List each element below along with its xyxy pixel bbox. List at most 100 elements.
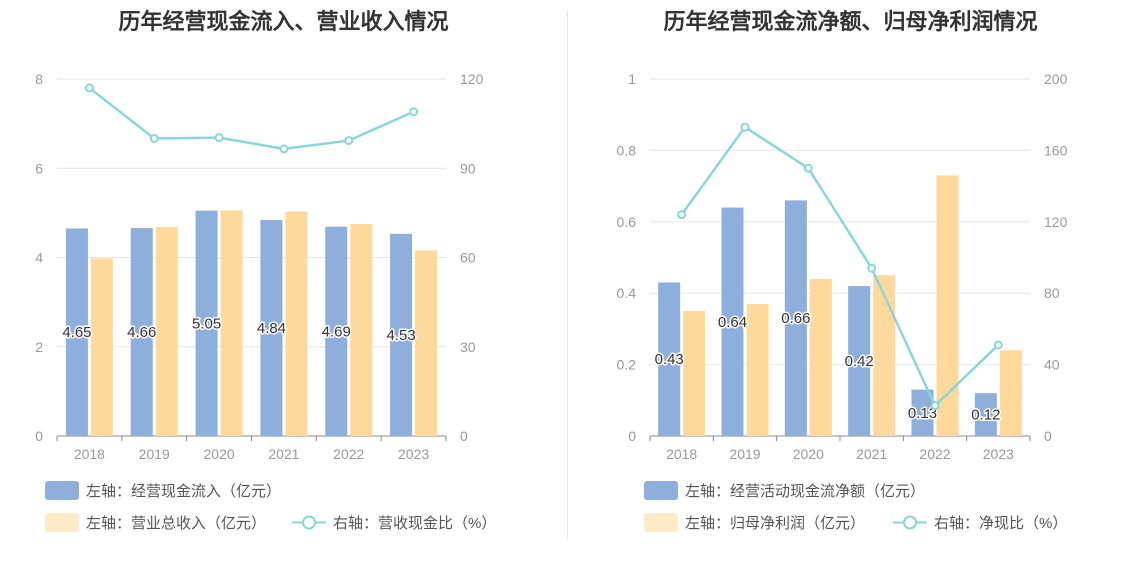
- bar-bar-series1: [130, 228, 153, 436]
- y2-tick-label: 200: [1044, 71, 1068, 87]
- legend-item-net-profit[interactable]: 左轴：归母净利润（亿元）: [644, 512, 865, 533]
- bar-bar-series1: [325, 226, 348, 436]
- legend-label: 左轴：营业总收入（亿元）: [86, 515, 267, 532]
- line-point: [214, 133, 224, 143]
- y-tick-label: 1: [628, 71, 636, 87]
- legend-label: 右轴：营收现金比（%）: [333, 515, 497, 532]
- bar-bar-series2: [873, 275, 896, 436]
- y2-tick-label: 40: [1044, 357, 1060, 373]
- y-tick-label: 8: [35, 71, 43, 87]
- data-label: 0.42: [845, 353, 874, 370]
- legend-item-net-cash[interactable]: 左轴：经营活动现金流净额（亿元）: [644, 480, 925, 501]
- y2-tick-label: 90: [460, 160, 476, 176]
- bar-bar-series1: [848, 286, 871, 436]
- x-tick-label: 2018: [74, 446, 105, 460]
- bar-bar-series2: [809, 278, 832, 436]
- data-label: 0.43: [655, 351, 684, 368]
- x-tick-label: 2019: [729, 446, 760, 460]
- line-point: [409, 107, 419, 117]
- line-point: [740, 122, 750, 132]
- bar-bar-series1: [195, 210, 218, 436]
- line-point: [803, 163, 813, 173]
- x-tick-label: 2023: [398, 446, 429, 460]
- legend-label: 左轴：经营活动现金流净额（亿元）: [685, 483, 926, 500]
- bar-bar-series1: [784, 200, 807, 436]
- data-label: 4.65: [62, 324, 91, 341]
- data-label: 0.13: [908, 405, 937, 422]
- legend-item-cash-inflow[interactable]: 左轴：经营现金流入（亿元）: [45, 480, 281, 501]
- bar-bar-series1: [260, 220, 283, 436]
- data-label: 0.64: [718, 314, 747, 331]
- y-tick-label: 0: [628, 428, 636, 444]
- legend-line-circle-icon: [893, 515, 927, 530]
- y2-tick-label: 160: [1044, 142, 1068, 158]
- bar-bar-series2: [999, 350, 1022, 436]
- bar-bar-series2: [90, 258, 113, 436]
- chart-panel-cash-inflow: 历年经营现金流入、营业收入情况 0 0 2 30 4 60 6 90 8 120 4.65 2018 4…: [35, 9, 496, 533]
- series-line: [88, 86, 415, 151]
- bar-bar-series1: [658, 282, 681, 436]
- y2-tick-label: 30: [460, 339, 476, 355]
- chart-panel-net-cash: 历年经营现金流净额、归母净利润情况 0 0 0.2 40 0.4 80 0.6 120 0.8 1…: [567, 0, 1134, 582]
- legend-label: 右轴：净现比（%）: [934, 515, 1068, 532]
- chart-plot-cash-inflow: 0 0 2 30 4 60 6 90 8 120 4.65 2018 4.66 2019 5.05 2020 4…: [35, 71, 484, 460]
- y-tick-label: 2: [35, 339, 43, 355]
- y-tick-label: 4: [35, 250, 43, 266]
- line-point: [677, 210, 687, 220]
- bar-bar-series2: [415, 250, 438, 436]
- line-point: [149, 134, 159, 143]
- chart-title: 历年经营现金流净额、归母净利润情况: [663, 9, 1038, 34]
- legend-swatch-icon: [644, 481, 678, 500]
- x-tick-label: 2021: [856, 446, 887, 460]
- legend-item-revenue[interactable]: 左轴：营业总收入（亿元）: [45, 512, 266, 533]
- data-label: 4.69: [322, 323, 351, 340]
- x-tick-label: 2020: [793, 446, 824, 460]
- bar-bar-series2: [155, 227, 178, 436]
- line-point: [344, 136, 354, 146]
- legend-line-circle-icon: [292, 515, 326, 530]
- legend-item-net-cash-ratio[interactable]: 右轴：净现比（%）: [893, 512, 1067, 533]
- x-tick-label: 2022: [333, 446, 364, 460]
- bar-bar-series2: [350, 224, 373, 436]
- line-point: [993, 340, 1003, 350]
- legend-label: 左轴：经营现金流入（亿元）: [86, 483, 282, 500]
- bar-bar-series1: [974, 393, 997, 436]
- bar-bar-series1: [721, 207, 744, 436]
- bar-bar-series2: [683, 311, 706, 436]
- line-point: [84, 83, 94, 93]
- data-label: 0.12: [971, 407, 1000, 424]
- y2-tick-label: 0: [1044, 428, 1052, 444]
- y-tick-label: 0: [35, 428, 43, 444]
- data-label: 4.66: [127, 324, 156, 341]
- panel-divider: [567, 10, 568, 540]
- data-label: 4.53: [386, 327, 415, 344]
- data-label: 0.66: [781, 310, 810, 327]
- legend-swatch-icon: [45, 481, 79, 500]
- line-point: [867, 263, 877, 273]
- y-tick-label: 0.4: [617, 285, 637, 301]
- legend-item-cash-ratio[interactable]: 右轴：营收现金比（%）: [292, 512, 496, 533]
- x-tick-label: 2023: [983, 446, 1014, 460]
- x-tick-label: 2022: [919, 446, 950, 460]
- chart-plot-net-cash: 0 0 0.2 40 0.4 80 0.6 120 0.8 160 1 200 0.43 2018 0.64…: [617, 71, 1068, 460]
- x-tick-label: 2018: [666, 446, 697, 460]
- y-tick-label: 0.2: [617, 357, 637, 373]
- y2-tick-label: 120: [1044, 214, 1068, 230]
- x-tick-label: 2019: [139, 446, 170, 460]
- x-tick-label: 2020: [204, 446, 235, 460]
- bar-bar-series1: [911, 389, 934, 436]
- data-label: 5.05: [192, 315, 221, 332]
- line-point: [930, 401, 940, 411]
- bar-bar-series1: [65, 228, 88, 436]
- line-point: [279, 144, 289, 154]
- bar-bar-series2: [220, 210, 243, 436]
- y2-tick-label: 120: [460, 71, 484, 87]
- bar-bar-series2: [285, 211, 308, 436]
- y2-tick-label: 60: [460, 250, 476, 266]
- y2-tick-label: 80: [1044, 285, 1060, 301]
- y2-tick-label: 0: [460, 428, 468, 444]
- y-tick-label: 6: [35, 160, 43, 176]
- chart-title: 历年经营现金流入、营业收入情况: [118, 9, 449, 34]
- series-line: [680, 125, 1000, 408]
- bar-bar-series2: [746, 303, 769, 436]
